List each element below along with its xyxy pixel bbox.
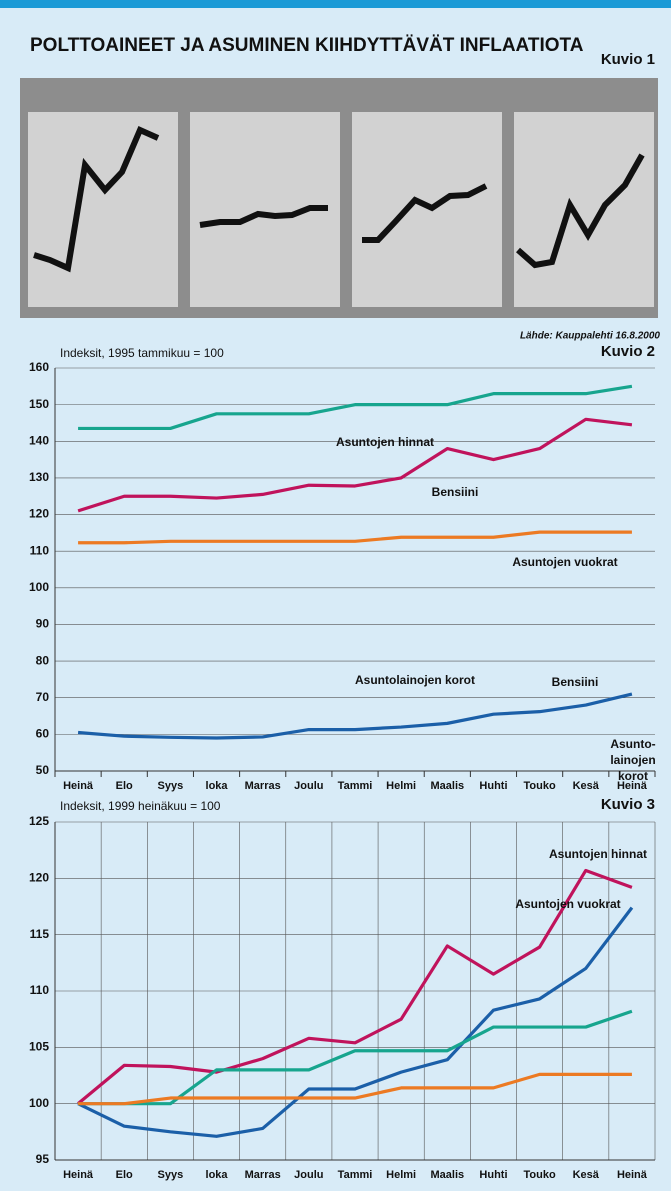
- y-tick-label: 50: [36, 763, 50, 777]
- x-tick-label: Touko: [524, 780, 556, 792]
- series-label: korot: [618, 769, 648, 783]
- series-line: [77, 906, 634, 1138]
- y-tick-label: 100: [29, 580, 49, 594]
- y-tick-label: 160: [29, 360, 49, 374]
- x-tick-label: Heinä: [63, 780, 94, 792]
- y-tick-label: 60: [36, 727, 50, 741]
- y-tick-label: 140: [29, 433, 49, 447]
- y-tick-label: 105: [29, 1040, 49, 1054]
- y-tick-label: 80: [36, 653, 50, 667]
- series-label: Bensiini: [552, 675, 599, 689]
- x-tick-label: Huhti: [479, 1169, 507, 1181]
- x-tick-label: Syys: [158, 1169, 184, 1181]
- y-tick-label: 70: [36, 690, 50, 704]
- x-tick-label: Maalis: [430, 780, 464, 792]
- figure-label: Kuvio 1: [601, 51, 655, 68]
- series-label: Bensiini: [432, 485, 479, 499]
- y-tick-label: 130: [29, 470, 49, 484]
- figure-label: Kuvio 2: [601, 343, 655, 360]
- top-bar: [0, 0, 671, 8]
- y-tick-label: 150: [29, 397, 49, 411]
- series-line: [77, 692, 633, 740]
- x-tick-label: Tammi: [338, 780, 373, 792]
- series-line: [78, 1009, 633, 1106]
- series-line: [77, 868, 633, 1105]
- x-tick-label: Joulu: [294, 1169, 323, 1181]
- y-tick-label: 90: [36, 617, 50, 631]
- x-tick-label: Joulu: [294, 780, 323, 792]
- x-tick-label: Helmi: [386, 1169, 416, 1181]
- x-tick-label: Huhti: [479, 780, 507, 792]
- y-tick-label: 120: [29, 871, 49, 885]
- series-label: Asuntojen hinnat: [549, 847, 647, 861]
- x-tick-label: Marras: [245, 780, 281, 792]
- series-line: [78, 530, 632, 545]
- y-tick-label: 125: [29, 814, 49, 828]
- x-tick-label: Kesä: [573, 1169, 600, 1181]
- x-tick-label: Heinä: [617, 780, 648, 792]
- series-label: Asunto-: [610, 737, 655, 751]
- y-tick-label: 110: [30, 983, 50, 997]
- page-title: POLTTOAINEET JA ASUMINEN KIIHDYTTÄVÄT IN…: [30, 35, 584, 56]
- y-tick-label: 120: [29, 507, 49, 521]
- x-tick-label: Marras: [245, 1169, 281, 1181]
- figure-label: Kuvio 3: [601, 796, 655, 813]
- x-tick-label: Elo: [116, 1169, 133, 1181]
- x-tick-label: Syys: [158, 780, 184, 792]
- series-label: Asuntojen vuokrat: [512, 555, 617, 569]
- y-tick-label: 95: [36, 1152, 50, 1166]
- x-tick-label: Tammi: [338, 1169, 373, 1181]
- photo: [20, 78, 658, 318]
- series-line: [77, 417, 633, 513]
- x-tick-label: Elo: [116, 780, 133, 792]
- y-axis-label: Indeksit, 1999 heinäkuu = 100: [60, 799, 221, 813]
- series-line: [78, 384, 633, 431]
- y-tick-label: 115: [30, 927, 50, 941]
- y-tick-label: 110: [30, 543, 50, 557]
- series-label: lainojen: [610, 753, 655, 767]
- x-tick-label: Kesä: [573, 780, 600, 792]
- x-tick-label: loka: [206, 780, 229, 792]
- x-tick-label: Heinä: [617, 1169, 648, 1181]
- series-label: Asuntolainojen korot: [355, 673, 475, 687]
- y-tick-label: 100: [29, 1096, 49, 1110]
- x-tick-label: Touko: [524, 1169, 556, 1181]
- x-tick-label: loka: [206, 1169, 229, 1181]
- series-line: [78, 1072, 632, 1106]
- series-label: Asuntojen hinnat: [336, 435, 434, 449]
- x-tick-label: Heinä: [63, 1169, 94, 1181]
- series-label: Asuntojen vuokrat: [515, 897, 620, 911]
- source: Lähde: Kauppalehti 16.8.2000: [520, 331, 660, 342]
- x-tick-label: Helmi: [386, 780, 416, 792]
- y-axis-label: Indeksit, 1995 tammikuu = 100: [60, 346, 224, 360]
- x-tick-label: Maalis: [430, 1169, 464, 1181]
